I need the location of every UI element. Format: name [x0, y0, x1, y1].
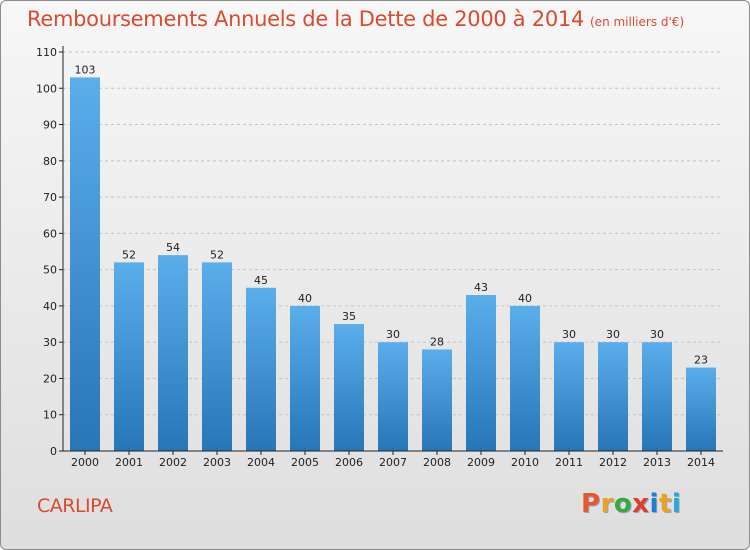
bar: [158, 255, 188, 451]
data-label: 30: [606, 328, 620, 341]
proxiti-logo: Proxiti: [581, 489, 681, 519]
x-tick-label: 2004: [247, 456, 275, 469]
x-tick-label: 2014: [687, 456, 715, 469]
y-tick-label: 80: [43, 155, 57, 168]
bar: [554, 342, 584, 451]
y-tick-label: 30: [43, 336, 57, 349]
logo-letter: r: [600, 489, 614, 519]
x-tick-label: 2000: [71, 456, 99, 469]
y-tick-label: 20: [43, 372, 57, 385]
bar: [378, 342, 408, 451]
data-label: 54: [166, 241, 180, 254]
x-tick-label: 2011: [555, 456, 583, 469]
logo-letter: t: [658, 489, 672, 519]
data-label: 103: [75, 63, 96, 76]
x-tick-label: 2006: [335, 456, 363, 469]
y-tick-label: 40: [43, 300, 57, 313]
chart-title: Remboursements Annuels de la Dette de 20…: [27, 7, 684, 31]
x-tick-label: 2007: [379, 456, 407, 469]
data-label: 28: [430, 335, 444, 348]
x-tick-label: 2012: [599, 456, 627, 469]
bar: [510, 305, 540, 451]
bar: [466, 295, 496, 451]
bar: [202, 262, 232, 451]
y-tick-label: 60: [43, 227, 57, 240]
bar: [114, 262, 144, 451]
title-unit: (en milliers d'€): [590, 15, 685, 29]
bar: [686, 367, 716, 451]
y-tick-label: 110: [36, 46, 57, 59]
bar: [422, 349, 452, 451]
bar: [70, 77, 100, 452]
data-label: 45: [254, 274, 268, 287]
labels: 0 10 20 30 40 50 60 70 80 90 100 110 103 2000 52 2001 54…: [36, 46, 715, 469]
logo-letter: P: [581, 489, 601, 519]
x-tick-label: 2009: [467, 456, 495, 469]
data-label: 40: [298, 292, 312, 305]
y-tick-label: 100: [36, 82, 57, 95]
data-label: 43: [474, 281, 488, 294]
data-label: 52: [122, 248, 136, 261]
title-text: Remboursements Annuels de la Dette de 20…: [27, 7, 584, 31]
axes: [59, 46, 723, 455]
logo-letter: i: [671, 489, 682, 519]
data-label: 30: [562, 328, 576, 341]
logo-letter: o: [613, 489, 633, 519]
x-tick-label: 2002: [159, 456, 187, 469]
bar: [334, 324, 364, 451]
data-label: 30: [650, 328, 664, 341]
data-label: 52: [210, 248, 224, 261]
logo-letter: i: [649, 489, 659, 519]
x-tick-label: 2005: [291, 456, 319, 469]
bar: [290, 305, 320, 451]
x-tick-label: 2003: [203, 456, 231, 469]
x-tick-label: 2013: [643, 456, 671, 469]
y-tick-label: 0: [50, 445, 57, 458]
bars: [70, 77, 716, 452]
data-label: 23: [694, 354, 708, 367]
y-tick-label: 50: [43, 264, 57, 277]
x-tick-label: 2001: [115, 456, 143, 469]
bar: [642, 342, 672, 451]
x-tick-label: 2008: [423, 456, 451, 469]
data-label: 35: [342, 310, 356, 323]
bar: [246, 287, 276, 451]
data-label: 30: [386, 328, 400, 341]
logo-letter: x: [632, 489, 650, 519]
x-tick-label: 2010: [511, 456, 539, 469]
y-tick-label: 70: [43, 191, 57, 204]
bar: [598, 342, 628, 451]
y-tick-label: 10: [43, 409, 57, 422]
y-tick-label: 90: [43, 119, 57, 132]
commune-name: CARLIPA: [37, 495, 113, 517]
data-label: 40: [518, 292, 532, 305]
